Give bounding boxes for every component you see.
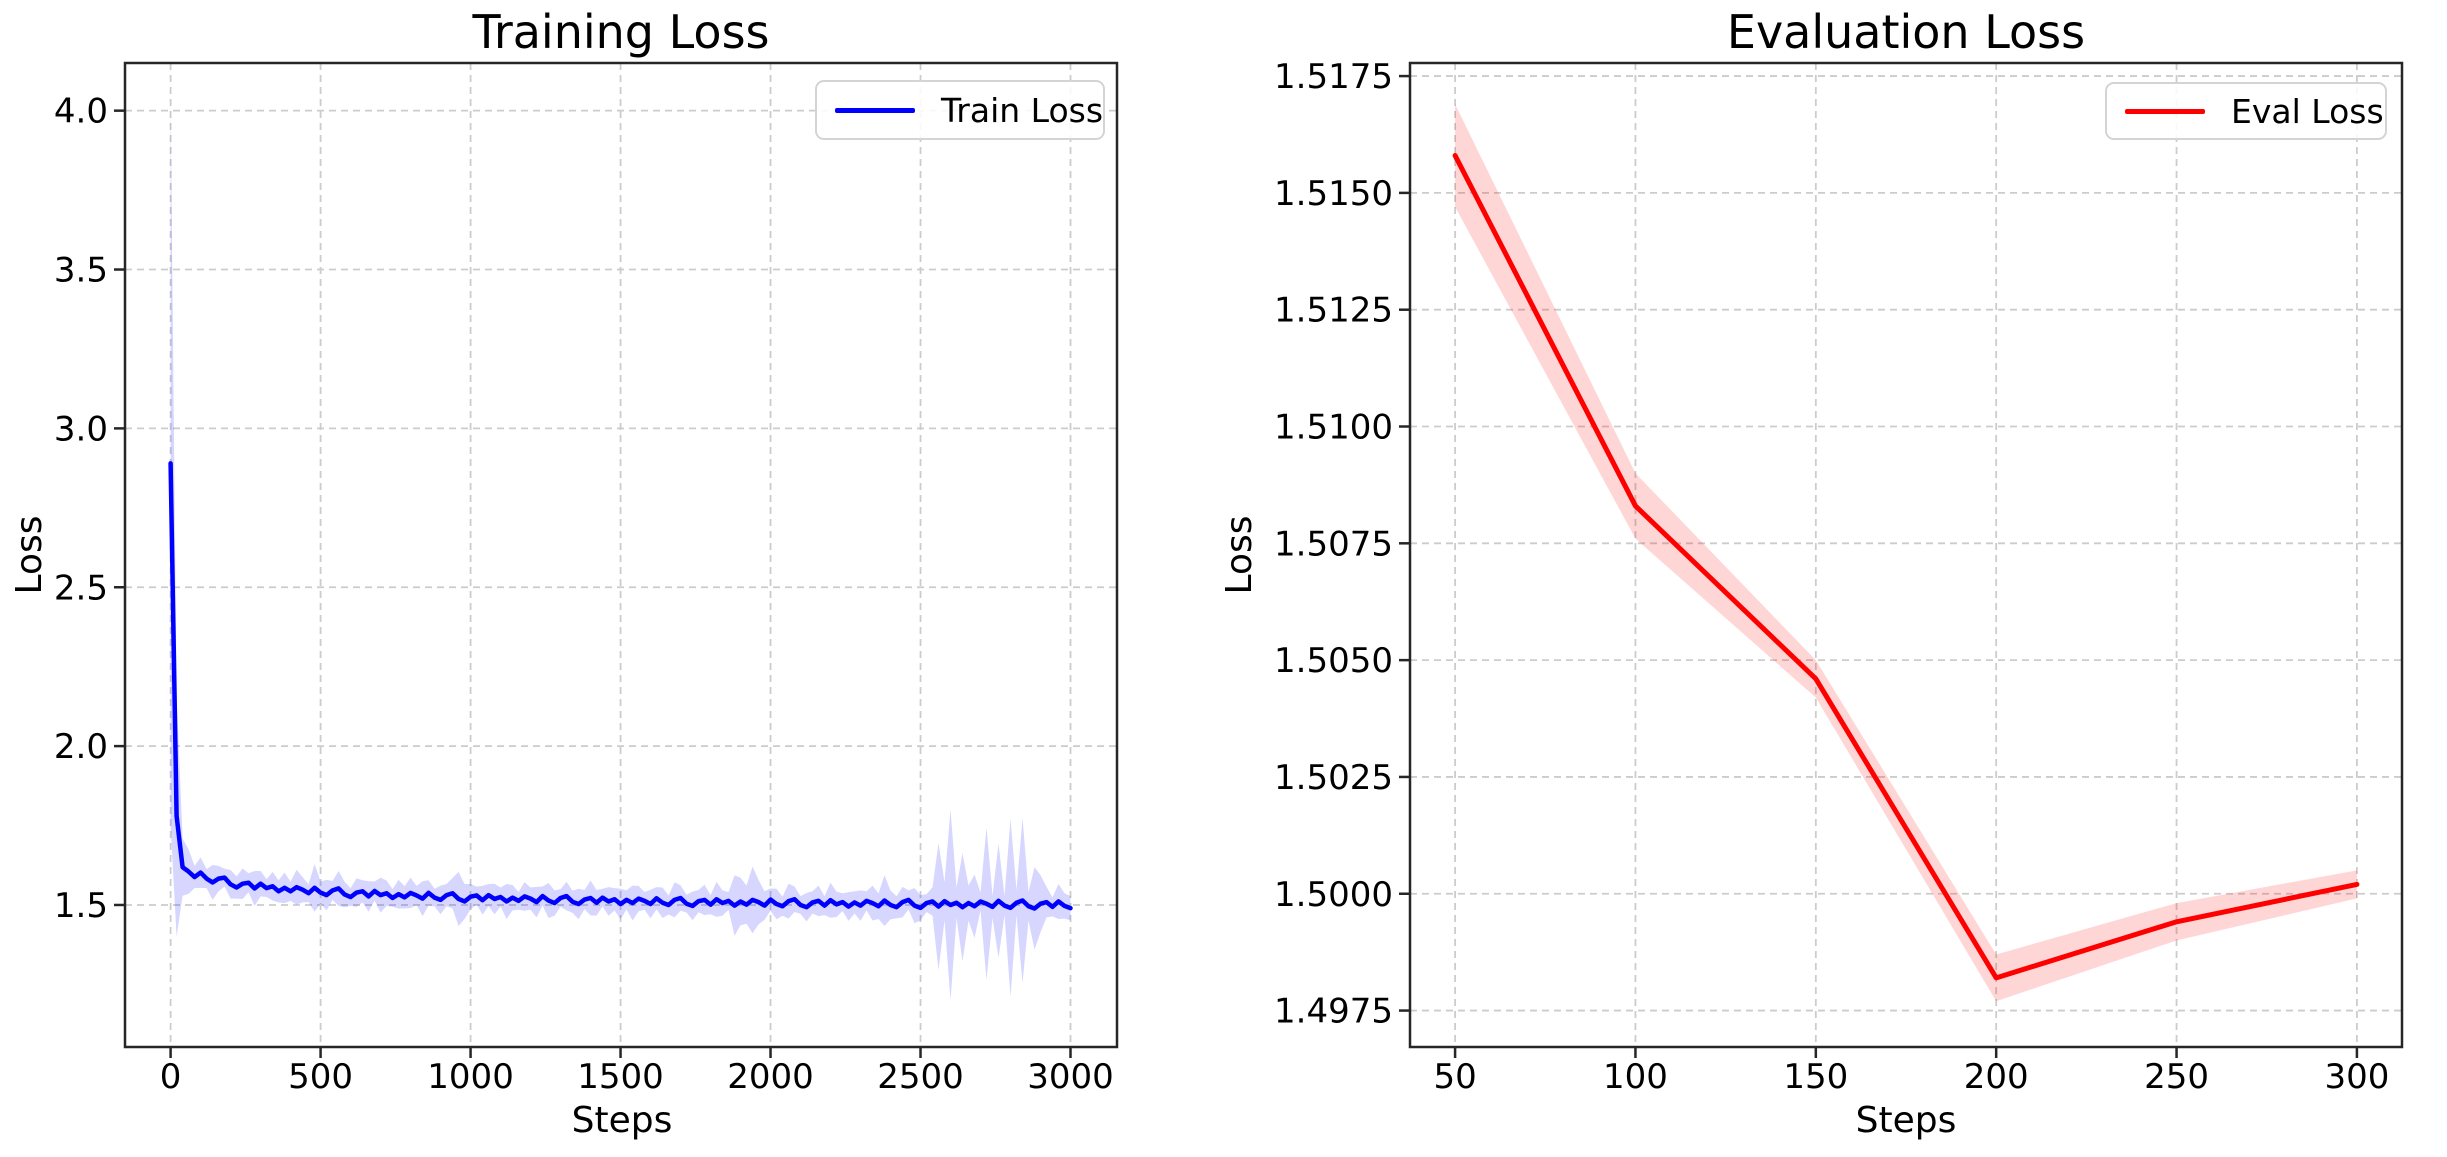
eval-loss-legend-label: Eval Loss (2231, 91, 2384, 131)
evaluation-loss-x-tick-label: 250 (2144, 1057, 2209, 1097)
evaluation-loss-y-tick-label: 1.5150 (1274, 174, 1393, 214)
evaluation-loss-line (1452, 153, 2360, 981)
training-loss-y-tick-label: 2.5 (54, 568, 108, 608)
evaluation-loss-title: Evaluation Loss (1726, 5, 2086, 59)
training-loss-x-tick-label: 500 (288, 1057, 353, 1097)
training-loss-std-band (170, 101, 1071, 1001)
training-loss-ylabel: Loss (9, 515, 50, 595)
training-loss-x-tick-label: 3000 (1027, 1057, 1114, 1097)
evaluation-loss-y-tick-label: 1.5075 (1274, 524, 1393, 564)
training-loss-x-tick-label: 0 (160, 1057, 182, 1097)
evaluation-loss-y-tick-label: 1.4975 (1274, 992, 1393, 1032)
training-loss-y-tick-label: 1.5 (54, 886, 108, 926)
evaluation-loss-x-tick-label: 150 (1783, 1057, 1848, 1097)
train-loss-legend-line-icon (835, 107, 915, 113)
training-loss-y-tick-label: 2.0 (54, 727, 108, 767)
evaluation-loss-x-tick-label: 200 (1964, 1057, 2029, 1097)
training-loss-title: Training Loss (472, 5, 770, 59)
evaluation-loss-y-tick-label: 1.5025 (1274, 758, 1393, 798)
evaluation-loss-x-tick-label: 300 (2324, 1057, 2389, 1097)
evaluation-loss-x-tick-label: 100 (1603, 1057, 1668, 1097)
training-loss-x-tick-label: 2500 (877, 1057, 964, 1097)
training-loss-x-tick-label: 2000 (727, 1057, 814, 1097)
training-loss-y-tick-label: 3.0 (54, 409, 108, 449)
evaluation-loss-y-tick-label: 1.5175 (1274, 57, 1393, 97)
training-loss-xlabel: Steps (571, 1100, 673, 1141)
evaluation-loss-std-band (1455, 104, 2357, 1002)
evaluation-loss-y-tick-label: 1.5100 (1274, 408, 1393, 448)
evaluation-loss-spines (1408, 61, 2404, 1049)
eval-loss-legend-line-icon (2125, 108, 2205, 114)
train-loss-legend-label: Train Loss (941, 90, 1104, 130)
training-loss-x-tick-label: 1000 (427, 1057, 514, 1097)
evaluation-loss-y-tick-label: 1.5000 (1274, 875, 1393, 915)
evaluation-loss-y-tick-label: 1.5125 (1274, 291, 1393, 331)
training-loss-line (168, 461, 1073, 911)
evaluation-loss-xlabel: Steps (1855, 1100, 1957, 1141)
evaluation-loss-x-tick-label: 50 (1433, 1057, 1476, 1097)
eval-loss-legend: Eval Loss (2105, 82, 2387, 140)
train-loss-legend: Train Loss (815, 80, 1105, 140)
evaluation-loss-y-tick-label: 1.5050 (1274, 641, 1393, 681)
training-loss-y-tick-label: 3.5 (54, 251, 108, 291)
evaluation-loss-ylabel: Loss (1219, 515, 1260, 595)
training-loss-y-tick-label: 4.0 (54, 92, 108, 132)
training-loss-x-tick-label: 1500 (577, 1057, 664, 1097)
